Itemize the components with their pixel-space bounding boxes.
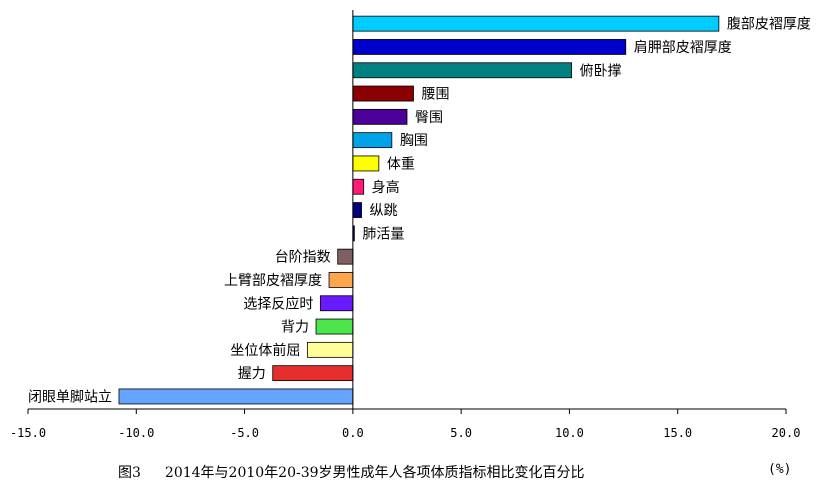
category-label-15: 坐位体前屈 <box>230 342 300 359</box>
category-label-4: 腰围 <box>421 87 449 103</box>
bar-13 <box>319 295 354 312</box>
bar-8 <box>352 178 365 195</box>
category-label-1: 腹部皮褶厚度 <box>727 16 811 33</box>
x-tick-label-3: -5.0 <box>230 426 259 440</box>
bar-14 <box>315 318 354 335</box>
bar-3 <box>352 62 572 79</box>
bar-17 <box>118 388 354 405</box>
category-label-10: 肺活量 <box>362 226 404 242</box>
x-ticks-group: -15.0 -10.0 -5.0 0.0 5.0 10.0 15.0 20.0 <box>10 409 801 440</box>
category-label-13: 选择反应时 <box>243 295 313 312</box>
x-tick-label-7: 15.0 <box>663 426 692 440</box>
bar-12 <box>328 272 354 288</box>
x-tick-label-2: -10.0 <box>118 426 154 440</box>
bar-4 <box>352 85 414 102</box>
bar-16 <box>272 365 354 382</box>
figure-number: 图3 <box>118 465 141 481</box>
bars-group <box>118 15 720 405</box>
category-label-3: 俯卧撑 <box>580 63 622 79</box>
category-label-2: 肩胛部皮褶厚度 <box>634 40 732 56</box>
x-tick-label-1: -15.0 <box>10 426 46 440</box>
figure-caption: 图3 2014年与2010年20-39岁男性成年人各项体质指标相比变化百分比 <box>118 462 609 482</box>
bar-chart: 腹部皮褶厚度肩胛部皮褶厚度俯卧撑腰围臀围胸围体重身高纵跳肺活量台阶指数上臂部皮褶… <box>10 10 811 440</box>
bar-15 <box>306 341 354 358</box>
category-label-14: 背力 <box>281 320 309 336</box>
bar-9 <box>352 202 362 218</box>
bar-5 <box>352 108 408 125</box>
unit-label: (%) <box>768 462 792 477</box>
category-label-9: 纵跳 <box>370 203 398 219</box>
category-labels-group: 腹部皮褶厚度肩胛部皮褶厚度俯卧撑腰围臀围胸围体重身高纵跳肺活量台阶指数上臂部皮褶… <box>28 16 811 406</box>
category-label-12: 上臂部皮褶厚度 <box>224 273 322 289</box>
bar-2 <box>352 39 627 55</box>
category-label-11: 台阶指数 <box>275 250 331 266</box>
category-label-7: 体重 <box>387 156 415 172</box>
category-label-5: 臀围 <box>415 110 443 126</box>
figure-title: 2014年与2010年20-39岁男性成年人各项体质指标相比变化百分比 <box>164 465 585 481</box>
category-label-6: 胸围 <box>400 133 428 149</box>
bar-1 <box>352 15 720 32</box>
category-label-17: 闭眼单脚站立 <box>28 389 112 405</box>
x-tick-label-6: 10.0 <box>555 426 584 440</box>
bar-11 <box>337 248 354 265</box>
x-tick-label-5: 5.0 <box>450 426 472 440</box>
category-label-8: 身高 <box>372 179 400 196</box>
bar-6 <box>352 132 393 149</box>
category-label-16: 握力 <box>238 366 266 382</box>
x-tick-label-4: 0.0 <box>342 426 364 440</box>
bar-7 <box>352 155 380 172</box>
x-tick-label-8: 20.0 <box>772 426 801 440</box>
